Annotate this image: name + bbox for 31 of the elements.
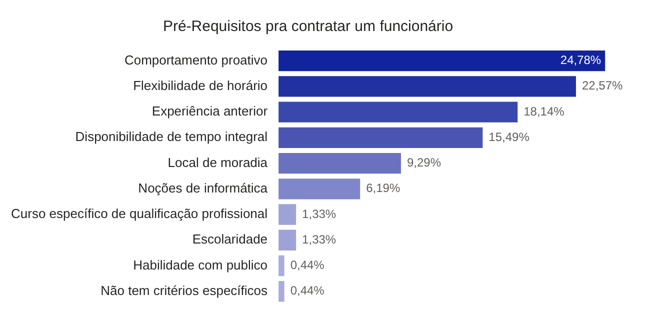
data-label: 22,57% (582, 78, 624, 93)
y-tick-label: Local de moradia (168, 154, 268, 170)
data-label: 24,78% (560, 53, 602, 68)
data-label: 1,33% (302, 206, 336, 221)
y-tick-label: Experiência anterior (152, 104, 268, 119)
y-tick-label: Não tem critérios específicos (100, 282, 268, 298)
data-label: 18,14% (524, 104, 565, 118)
y-tick-label: Disponibilidade de tempo integral (75, 129, 268, 144)
bar (278, 152, 401, 174)
bar (278, 50, 606, 72)
y-tick-label: Curso específico de qualificação profissional (10, 206, 268, 222)
bar (278, 178, 360, 200)
bar (278, 281, 284, 302)
y-tick-label: Habilidade com publico (133, 257, 268, 272)
data-label: 6,19% (366, 181, 400, 196)
bar (278, 255, 284, 276)
data-label: 9,29% (406, 156, 442, 170)
bar (278, 127, 483, 148)
bar (278, 102, 518, 122)
data-label: 1,33% (302, 232, 336, 246)
y-tick-label: Noções de informática (138, 180, 268, 196)
chart-title: Pré-Requisitos pra contratar um funcionário (162, 18, 454, 36)
bar (278, 76, 576, 97)
y-tick-label: Comportamento proativo (124, 52, 268, 68)
bar (278, 230, 296, 250)
data-label: 0,44% (290, 258, 325, 272)
y-tick-label: Flexibilidade de horário (133, 78, 268, 94)
bar (278, 204, 296, 225)
data-label: 15,49% (488, 130, 530, 144)
y-tick-label: Escolaridade (192, 232, 268, 247)
data-label: 0,44% (290, 284, 325, 298)
